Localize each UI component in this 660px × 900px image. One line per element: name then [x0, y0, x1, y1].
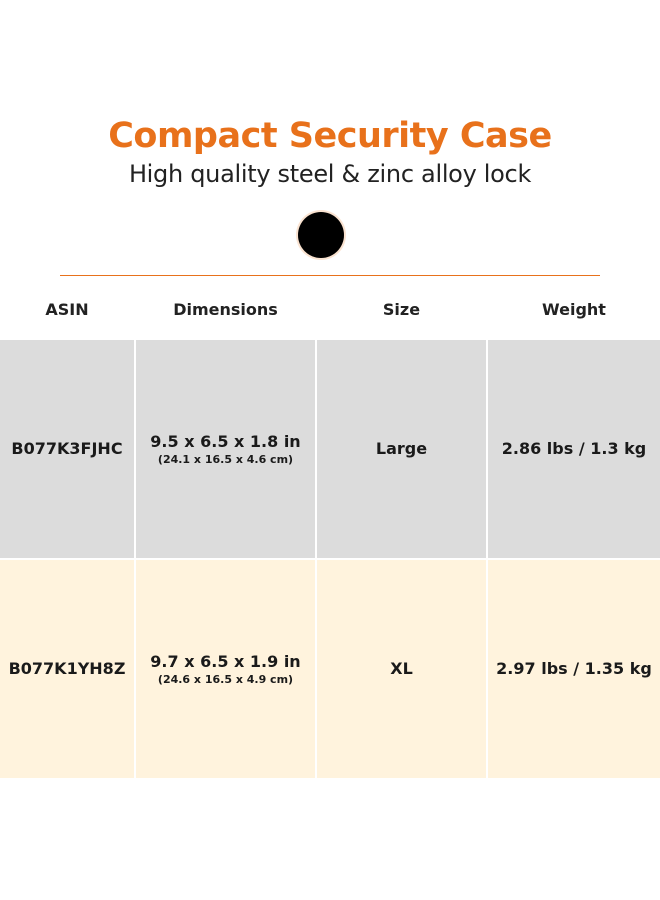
asin-value: B077K3FJHC [11, 439, 123, 458]
column-header-dimensions: Dimensions [173, 300, 278, 319]
page-title: Compact Security Case [108, 116, 552, 156]
weight-value: 2.97 lbs / 1.35 kg [496, 659, 652, 678]
dimensions-value: 9.5 x 6.5 x 1.8 in [150, 431, 301, 451]
table-header: ASIN Dimensions Size Weight [0, 290, 660, 330]
section-divider [60, 275, 600, 276]
weight-cell: 2.86 lbs / 1.3 kg [488, 340, 660, 558]
column-header-asin: ASIN [45, 300, 89, 319]
table-row: B077K1YH8Z 9.7 x 6.5 x 1.9 in (24.6 x 16… [0, 560, 660, 778]
page-subtitle: High quality steel & zinc alloy lock [128, 160, 532, 188]
column-header-size: Size [382, 300, 421, 319]
size-value: XL [390, 659, 413, 678]
dimensions-metric-value: (24.1 x 16.5 x 4.6 cm) [157, 452, 294, 466]
dimensions-cell: 9.7 x 6.5 x 1.9 in (24.6 x 16.5 x 4.9 cm… [136, 560, 315, 778]
asin-cell: B077K3FJHC [0, 340, 134, 558]
size-cell: XL [317, 560, 486, 778]
dimensions-value: 9.7 x 6.5 x 1.9 in [150, 651, 301, 671]
dimensions-metric-value: (24.6 x 16.5 x 4.9 cm) [157, 672, 294, 686]
asin-cell: B077K1YH8Z [0, 560, 134, 778]
color-swatch-black[interactable] [298, 212, 344, 258]
table-row: B077K3FJHC 9.5 x 6.5 x 1.8 in (24.1 x 16… [0, 340, 660, 558]
size-value: Large [375, 439, 428, 458]
column-header-weight: Weight [542, 300, 606, 319]
weight-cell: 2.97 lbs / 1.35 kg [488, 560, 660, 778]
dimensions-cell: 9.5 x 6.5 x 1.8 in (24.1 x 16.5 x 4.6 cm… [136, 340, 315, 558]
weight-value: 2.86 lbs / 1.3 kg [501, 439, 647, 458]
size-cell: Large [317, 340, 486, 558]
asin-value: B077K1YH8Z [8, 659, 126, 678]
